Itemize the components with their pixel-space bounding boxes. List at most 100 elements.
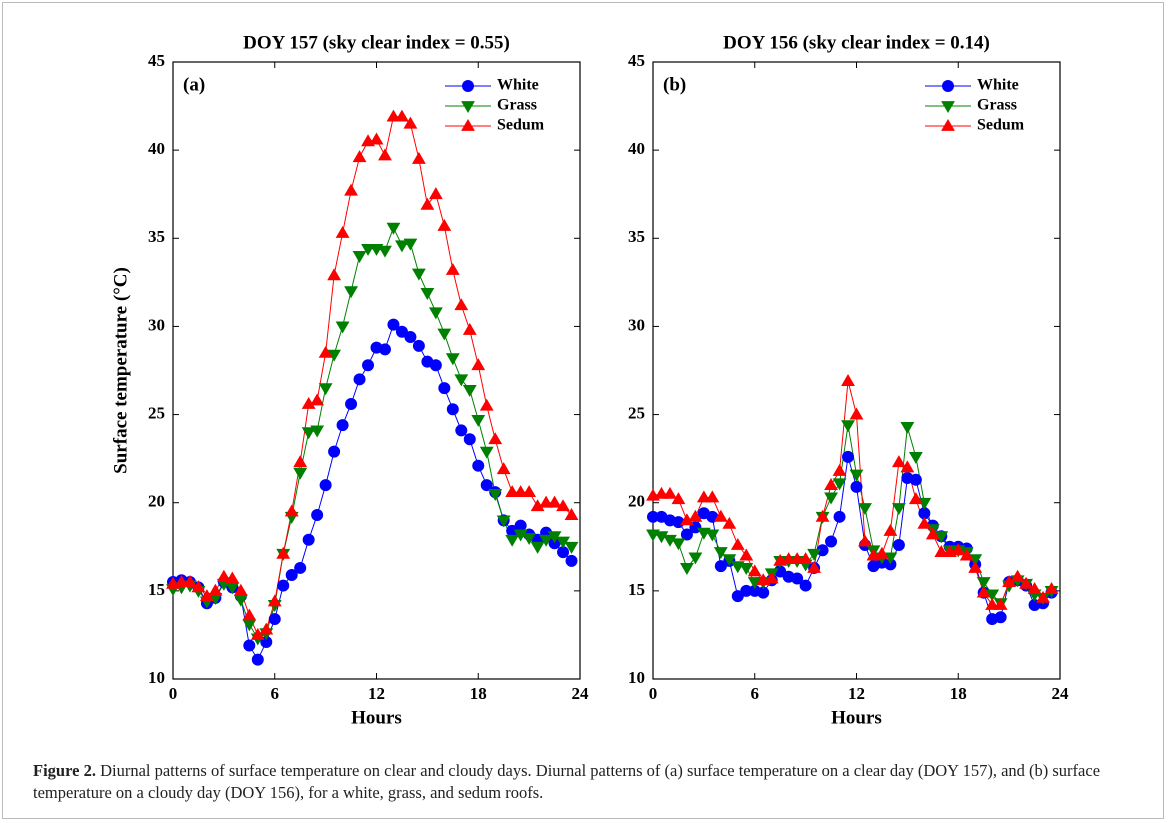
x-tick-label: 18 [470, 684, 487, 703]
data-point [825, 535, 838, 548]
data-point [842, 450, 855, 463]
x-tick-label: 6 [751, 684, 760, 703]
data-point [976, 585, 991, 598]
panel-label: (a) [183, 74, 205, 95]
data-point [925, 527, 940, 540]
y-tick-label: 20 [628, 492, 645, 511]
data-point [352, 150, 367, 163]
data-point [696, 490, 711, 503]
y-tick-label: 45 [628, 51, 645, 70]
y-tick-label: 45 [148, 51, 165, 70]
data-point [705, 490, 720, 503]
data-point [471, 358, 486, 371]
data-point [917, 516, 932, 529]
data-point [1027, 582, 1042, 594]
legend-label: Grass [497, 97, 537, 114]
data-point [361, 243, 375, 256]
data-point [564, 508, 579, 520]
data-point [671, 538, 686, 551]
data-point [378, 245, 392, 258]
panel-label: (b) [663, 74, 686, 95]
data-point [386, 222, 401, 235]
x-tick-label: 12 [848, 684, 865, 703]
data-point [713, 509, 728, 522]
y-tick-label: 25 [628, 403, 645, 422]
data-point [438, 382, 451, 395]
data-point [420, 197, 435, 210]
data-point [378, 148, 392, 161]
data-point [909, 473, 922, 486]
data-point [722, 554, 737, 567]
data-point [428, 307, 443, 320]
data-point [994, 611, 1007, 624]
data-point [428, 187, 443, 200]
data-point [345, 397, 358, 410]
data-point [404, 331, 417, 344]
y-tick-label: 10 [148, 668, 165, 687]
legend-marker [941, 118, 955, 131]
data-point [225, 571, 240, 584]
data-point [395, 109, 409, 122]
data-point [496, 515, 511, 528]
x-axis-label: Hours [351, 707, 402, 728]
caption-text: Diurnal patterns of surface temperature … [33, 761, 1101, 802]
data-point [522, 533, 537, 546]
data-point [462, 384, 477, 397]
y-tick-label: 20 [148, 492, 165, 511]
legend-marker [462, 80, 474, 92]
y-tick-label: 30 [628, 315, 645, 334]
data-point [387, 318, 400, 331]
data-point [908, 451, 923, 464]
data-point [445, 353, 460, 366]
x-tick-label: 12 [368, 684, 385, 703]
data-point [705, 529, 720, 542]
data-point [832, 463, 847, 476]
data-point [208, 583, 223, 596]
x-tick-label: 24 [572, 684, 590, 703]
data-point [565, 554, 578, 567]
legend-label: Grass [977, 97, 1017, 114]
data-point [900, 422, 915, 434]
data-point [446, 403, 459, 416]
data-point [739, 548, 754, 561]
legend-marker [941, 101, 955, 114]
data-point [496, 462, 511, 475]
data-point [429, 359, 442, 372]
data-point [378, 343, 391, 356]
data-point [556, 499, 570, 512]
data-point [352, 251, 367, 263]
data-point [242, 608, 257, 621]
data-point [739, 563, 754, 575]
data-point [722, 516, 737, 529]
data-point [832, 478, 847, 491]
data-point [336, 419, 349, 432]
legend-label: White [977, 77, 1019, 94]
data-point [547, 495, 562, 508]
data-point [1044, 582, 1059, 594]
caption-label: Figure 2. [33, 761, 96, 780]
figure: DOY 157 (sky clear index = 0.55) (a) Hours… [110, 32, 1069, 728]
data-point [985, 597, 1000, 610]
data-point [807, 548, 822, 561]
data-point [679, 563, 694, 575]
x-axis-label: Hours [831, 707, 882, 728]
data-point [318, 345, 333, 358]
data-point [463, 433, 476, 446]
y-tick-label: 35 [148, 227, 165, 246]
data-point [891, 455, 906, 468]
data-point [833, 510, 846, 523]
data-point [319, 479, 332, 492]
data-point [530, 541, 545, 554]
data-point [293, 455, 308, 468]
data-point [841, 420, 855, 433]
data-point [386, 109, 401, 122]
data-point [671, 492, 686, 505]
y-tick-label: 40 [628, 139, 645, 158]
data-point [807, 560, 822, 573]
data-point [976, 577, 991, 590]
data-point [815, 509, 830, 522]
data-point [276, 546, 291, 559]
y-tick-label: 35 [628, 227, 645, 246]
y-tick-label: 10 [628, 668, 645, 687]
data-point [688, 509, 703, 522]
